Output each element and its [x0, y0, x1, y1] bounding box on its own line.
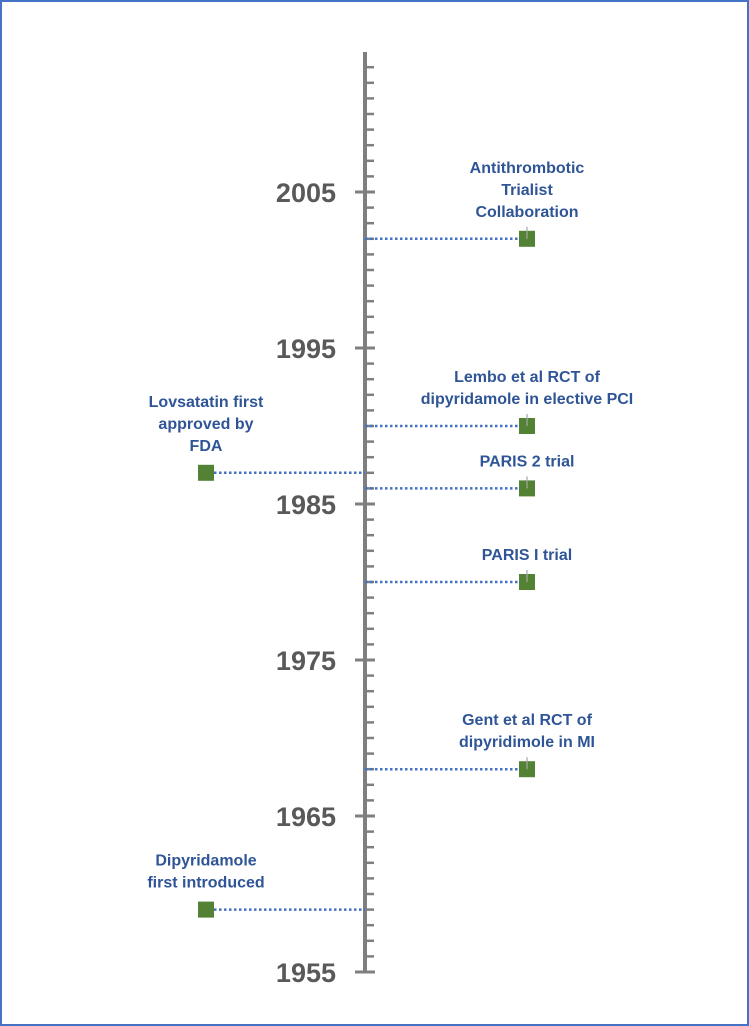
y-tick-label: 1975 — [276, 646, 336, 676]
event-label: dipyridamole in elective PCI — [421, 391, 634, 408]
event-marker — [198, 464, 214, 481]
event-layer: Dipyridamole first introduced Gent et al R… — [147, 160, 633, 918]
event-item: PARIS 2 trial — [365, 453, 575, 497]
event-label: Collaboration — [475, 204, 578, 221]
event-label: dipyridimole in MI — [459, 734, 595, 751]
y-tick-label: 1965 — [276, 802, 336, 832]
event-label: approved by — [158, 416, 253, 433]
axis-layer — [355, 52, 375, 974]
event-label: FDA — [190, 438, 223, 455]
tick-layer: 1955 1965 1975 1985 1995 2005 — [276, 178, 336, 988]
event-item: Antithrombotic Trialist Collaboration — [365, 160, 584, 247]
event-label: first introduced — [147, 875, 264, 892]
event-label: PARIS 2 trial — [480, 453, 575, 470]
y-tick-label: 1955 — [276, 958, 336, 988]
event-item: Dipyridamole first introduced — [147, 853, 365, 918]
y-tick-label: 1985 — [276, 490, 336, 520]
event-item: Gent et al RCT of dipyridimole in MI — [365, 712, 595, 778]
event-marker — [198, 901, 214, 918]
event-label: PARIS I trial — [482, 547, 572, 564]
event-label: Gent et al RCT of — [462, 712, 592, 729]
y-tick-label: 1995 — [276, 334, 336, 364]
y-tick-label: 2005 — [276, 178, 336, 208]
event-label: Lembo et al RCT of — [454, 369, 600, 386]
event-label: Lovsatatin first — [149, 394, 264, 411]
event-item: PARIS I trial — [365, 547, 572, 590]
event-item: Lovsatatin first approved by FDA — [149, 394, 365, 481]
event-item: Lembo et al RCT of dipyridamole in electi… — [365, 369, 633, 434]
event-label: Trialist — [501, 182, 553, 199]
event-label: Dipyridamole — [155, 853, 256, 870]
event-label: Antithrombotic — [470, 160, 585, 177]
